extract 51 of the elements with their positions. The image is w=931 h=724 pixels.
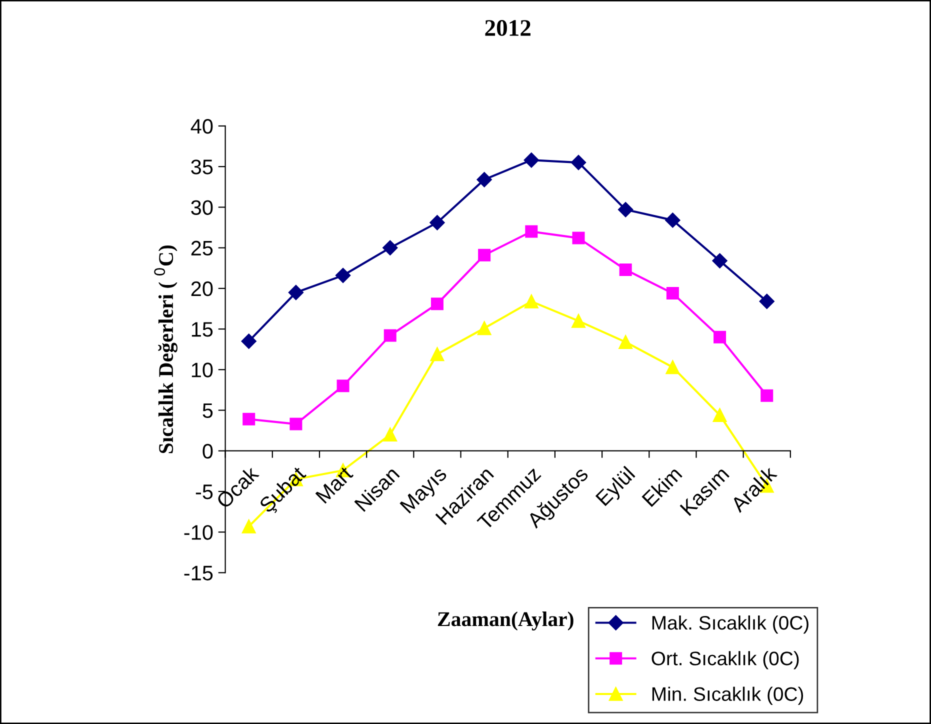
point — [477, 321, 492, 336]
point — [759, 294, 774, 309]
point — [242, 519, 256, 534]
point — [430, 298, 444, 310]
y-tick-label: -10 — [184, 525, 213, 540]
point — [570, 154, 586, 170]
y-tick-label: 5 — [202, 403, 213, 418]
point — [382, 240, 398, 256]
point — [572, 232, 585, 244]
point — [760, 389, 774, 402]
y-tick-label: 20 — [191, 281, 213, 296]
point — [335, 268, 351, 283]
point — [242, 412, 256, 426]
point — [336, 380, 350, 392]
point — [666, 287, 679, 300]
point — [712, 408, 727, 422]
y-tick-label: 25 — [191, 240, 213, 256]
y-tick-label: -15 — [184, 566, 213, 580]
y-tick-label: 10 — [192, 362, 213, 378]
y-axis-title: Sıcaklık Değerleri ( $^{0}$C) — [154, 245, 178, 454]
point — [524, 152, 539, 168]
y-tick-label: -5 — [196, 484, 213, 500]
point — [476, 172, 492, 188]
y-tick-label: 15 — [192, 322, 213, 337]
point — [384, 329, 396, 342]
point — [665, 212, 680, 228]
point — [618, 202, 634, 218]
chart-title: 2012 — [485, 20, 530, 36]
legend-label: Ort. Sıcaklık (0C) — [652, 651, 799, 670]
point — [290, 418, 302, 430]
legend-label: Min. Sıcaklık (0C) — [652, 686, 804, 705]
point — [430, 347, 444, 362]
y-tick-label: 0 — [202, 444, 213, 459]
point — [666, 360, 680, 374]
point — [478, 248, 491, 262]
point — [288, 284, 304, 300]
point — [525, 225, 538, 238]
x-axis-title: Zaaman(Aylar) — [438, 612, 574, 630]
point — [524, 294, 538, 308]
point — [619, 263, 632, 276]
y-tick-label: 30 — [191, 200, 213, 215]
point — [714, 330, 726, 344]
point — [430, 215, 445, 230]
point — [712, 253, 728, 268]
legend-label: Mak. Sıcaklık (0C) — [652, 615, 808, 634]
y-tick-label: 40 — [190, 118, 213, 134]
y-tick-label: 35 — [191, 160, 213, 174]
point — [241, 334, 256, 349]
point — [572, 314, 586, 328]
point — [618, 335, 633, 349]
point — [383, 428, 398, 442]
